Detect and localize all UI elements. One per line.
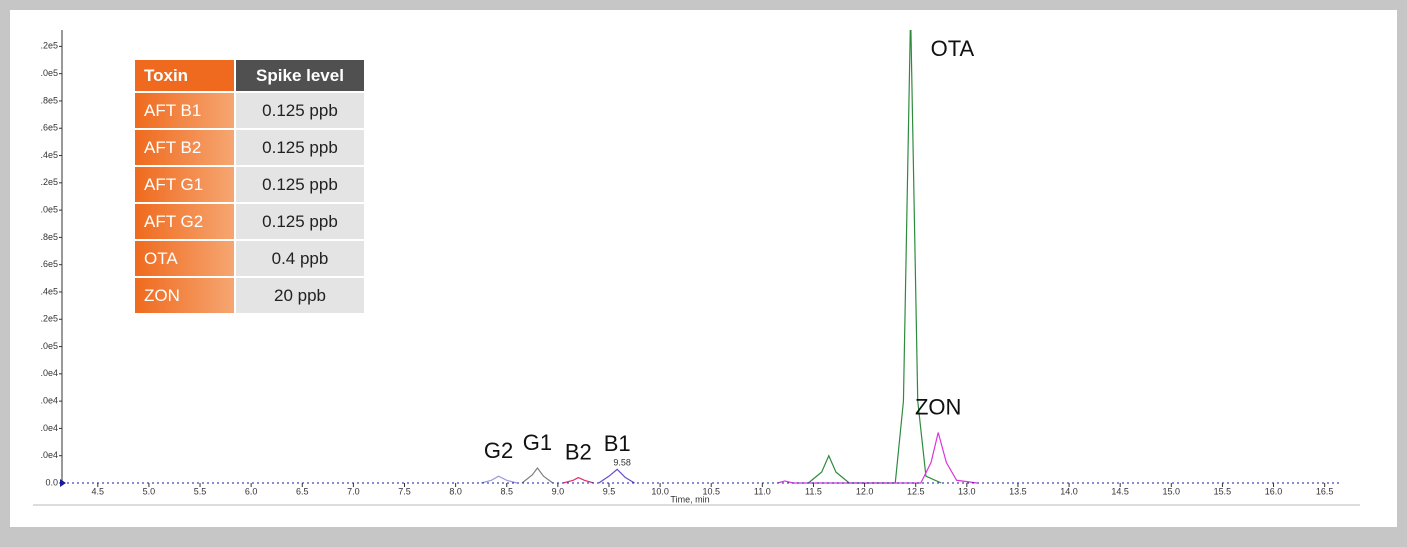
header-cell: Toxin [135,60,236,93]
trace [521,466,554,484]
y-tick-label: .0e4 [40,368,58,378]
peak-label: G1 [523,430,552,455]
y-tick-label: .4e5 [40,286,58,296]
peak-annotation: 9.58 [613,458,631,468]
y-tick-label: .0e4 [40,423,58,433]
y-tick-label: .0e5 [40,204,58,214]
y-tick-label: .6e5 [40,123,58,133]
x-tick-label: 7.0 [347,486,360,496]
table-row: AFT G2 0.125 ppb [135,203,364,241]
y-tick-label: .0e4 [40,396,58,406]
level-cell: 20 ppb [235,277,364,315]
toxin-cell: AFT G1 [135,166,236,204]
y-tick-label: .4e5 [40,150,58,160]
level-cell: 0.125 ppb [235,166,364,204]
x-tick-label: 9.5 [603,486,616,496]
toxin-cell: OTA [135,240,236,278]
axis-arrow [60,479,66,487]
peak-label: ZON [915,394,961,419]
x-tick-label: 8.5 [500,486,513,496]
y-tick-label: 0.0 [45,477,58,487]
x-tick-label: 6.5 [296,486,309,496]
y-tick-label: .0e4 [40,450,58,460]
x-tick-label: 10.5 [702,486,720,496]
x-tick-label: 15.0 [1163,486,1181,496]
y-tick-label: .2e5 [40,177,58,187]
toxin-cell: AFT B1 [135,92,236,130]
x-tick-label: 13.0 [958,486,976,496]
x-tick-label: 16.5 [1316,486,1334,496]
peak-label: B1 [604,431,631,456]
level-cell: 0.125 ppb [235,92,364,130]
y-tick-label: .0e5 [40,68,58,78]
trace [777,432,978,484]
y-tick-label: .0e5 [40,341,58,351]
peak-label: OTA [931,36,975,61]
x-tick-label: 14.5 [1111,486,1129,496]
level-cell: 0.4 ppb [235,240,364,278]
x-tick-label: 5.0 [143,486,156,496]
traces [481,30,978,484]
table-row: AFT B2 0.125 ppb [135,129,364,167]
x-tick-label: 12.0 [856,486,874,496]
y-tick-label: .8e5 [40,95,58,105]
x-tick-label: 6.0 [245,486,258,496]
header-cell: Spike level [235,60,364,93]
x-tick-label: 9.0 [552,486,565,496]
y-tick-label: .2e5 [40,41,58,51]
table-row: ZON 20 ppb [135,277,364,315]
table-row: AFT B1 0.125 ppb [135,92,364,130]
peak-label: B2 [565,439,592,464]
y-tick-label: .8e5 [40,232,58,242]
table-row: OTA 0.4 ppb [135,240,364,278]
x-tick-label: 10.0 [651,486,669,496]
spike-table: Toxin Spike level AFT B1 0.125 ppb AFT B2 0… [135,60,364,315]
toxin-cell: AFT B2 [135,129,236,167]
x-tick-label: 13.5 [1009,486,1027,496]
y-tick-label: .6e5 [40,259,58,269]
trace [598,468,635,484]
x-tick-label: 4.5 [92,486,105,496]
x-axis-label: Time, min [670,494,709,504]
x-tick-label: 16.0 [1265,486,1283,496]
x-tick-label: 11.5 [805,486,822,496]
level-cell: 0.125 ppb [235,203,364,241]
table-header: Toxin Spike level [135,60,364,93]
peak-label: G2 [484,438,513,463]
trace [481,475,518,484]
x-tick-label: 5.5 [194,486,207,496]
x-tick-label: 12.5 [907,486,925,496]
x-tick-label: 15.5 [1214,486,1232,496]
trace [562,476,594,484]
level-cell: 0.125 ppb [235,129,364,167]
x-tick-label: 14.0 [1060,486,1078,496]
y-tick-label: .2e5 [40,314,58,324]
x-tick-label: 11.0 [754,486,771,496]
x-tick-label: 8.0 [449,486,462,496]
toxin-cell: AFT G2 [135,203,236,241]
toxin-cell: ZON [135,277,236,315]
x-tick-label: 7.5 [398,486,411,496]
table-row: AFT G1 0.125 ppb [135,166,364,204]
